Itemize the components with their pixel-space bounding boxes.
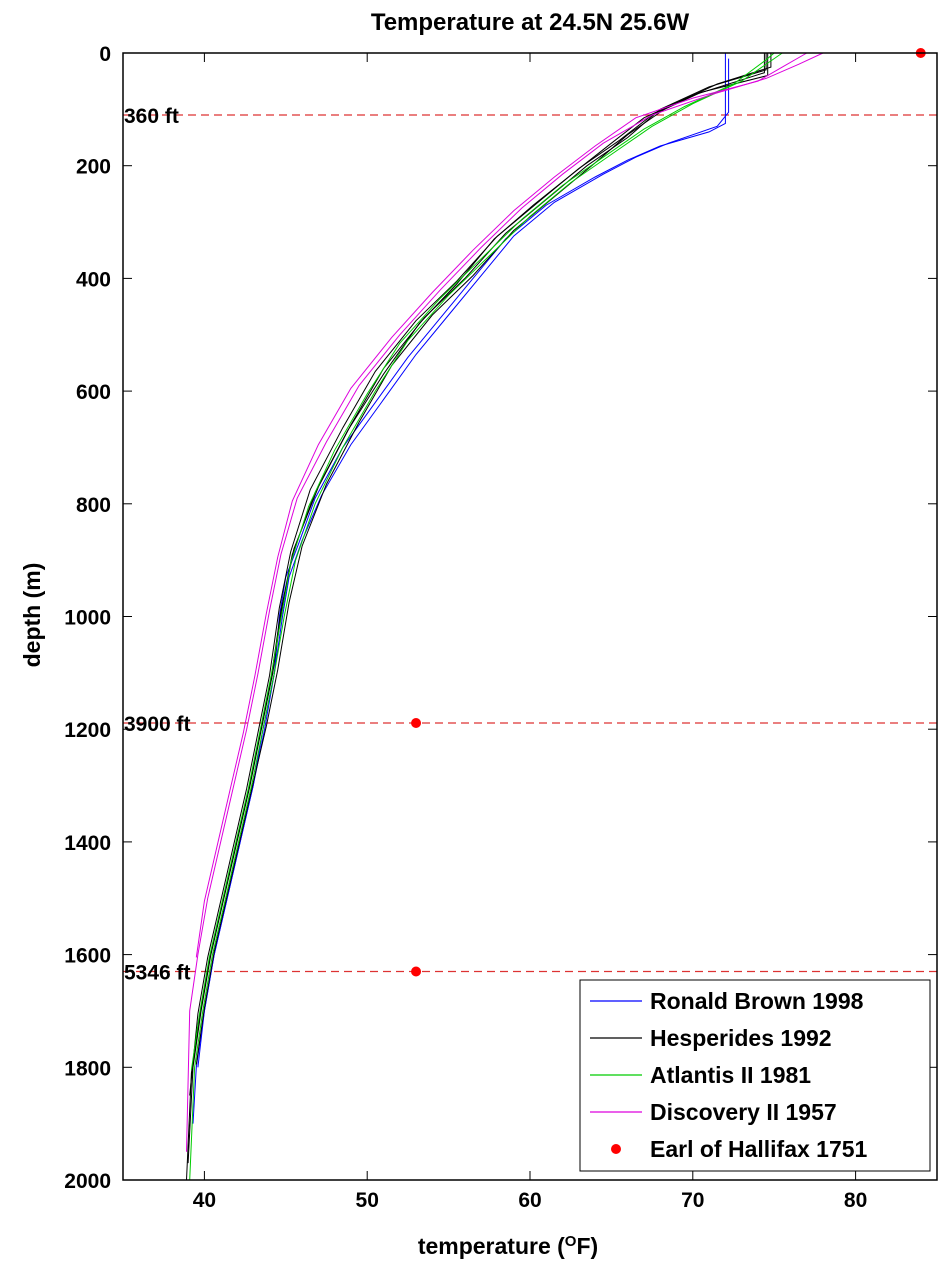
series-2-curve-0	[189, 52, 783, 1181]
legend-label-3: Discovery II 1957	[650, 1099, 837, 1125]
y-tick-label-1: 200	[76, 156, 111, 179]
series-3-curve-1	[195, 52, 808, 958]
x-axis-label: temperature (OF)	[418, 1233, 598, 1259]
y-tick-label-3: 600	[76, 381, 111, 404]
hallifax-marker-2	[411, 966, 422, 977]
series-lines	[186, 52, 824, 1181]
y-tick-label-6: 1200	[64, 719, 111, 742]
series-1-curve-3	[186, 53, 765, 1181]
legend-swatch-4	[611, 1144, 621, 1154]
y-tick-label-2: 400	[76, 268, 111, 291]
reference-lines: 360 ft 3900 ft 5346 ft	[123, 105, 937, 985]
legend-label-4: Earl of Hallifax 1751	[650, 1136, 868, 1162]
x-tick-label-2: 60	[518, 1189, 541, 1212]
legend: Ronald Brown 1998 Hesperides 1992 Atlantis…	[579, 979, 931, 1172]
y-tick-label-7: 1400	[64, 832, 111, 855]
x-axis-ticks: 40 50 60 70 80	[193, 53, 867, 1212]
y-tick-label-0: 0	[99, 43, 111, 66]
x-tick-label-3: 70	[681, 1189, 704, 1212]
series-1-curve-2	[189, 53, 769, 1096]
y-tick-label-5: 1000	[64, 607, 111, 630]
hallifax-markers	[411, 48, 926, 977]
y-tick-label-8: 1600	[64, 945, 111, 968]
y-axis-ticks: 0 200 400 600 800 1000 1200 1400 1600 1800 2000	[64, 43, 937, 1193]
reference-label-1: 3900 ft	[124, 713, 191, 736]
series-3-curve-0	[186, 52, 824, 1152]
series-0-curve-0	[192, 53, 726, 1124]
series-1-curve-1	[195, 53, 772, 1065]
series-2-curve-1	[190, 52, 775, 1071]
y-tick-label-10: 2000	[64, 1170, 111, 1193]
legend-label-0: Ronald Brown 1998	[650, 988, 864, 1014]
x-axis-unit: F)	[576, 1233, 598, 1259]
reference-label-2: 5346 ft	[124, 962, 191, 985]
x-tick-label-4: 80	[844, 1189, 867, 1212]
series-0-curve-1	[197, 58, 730, 1068]
legend-label-2: Atlantis II 1981	[650, 1062, 811, 1088]
y-tick-label-9: 1800	[64, 1057, 111, 1080]
x-axis-unit-symbol: O	[565, 1233, 577, 1250]
y-tick-label-4: 800	[76, 494, 111, 517]
chart-title: Temperature at 24.5N 25.6W	[371, 9, 690, 36]
y-axis-label: depth (m)	[19, 563, 45, 668]
x-tick-label-1: 50	[356, 1189, 379, 1212]
legend-label-1: Hesperides 1992	[650, 1025, 832, 1051]
hallifax-marker-1	[411, 718, 422, 729]
reference-label-0: 360 ft	[124, 105, 179, 128]
x-tick-label-0: 40	[193, 1189, 216, 1212]
